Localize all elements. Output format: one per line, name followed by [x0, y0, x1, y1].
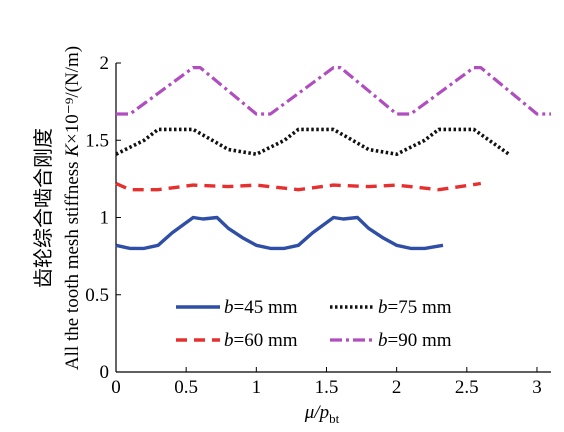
series-line-3	[115, 127, 510, 156]
y-axis-label: 齿轮综合啮合刚度	[31, 128, 55, 288]
series-line-2	[115, 181, 482, 192]
legend-label-1: b=45 mm	[224, 297, 298, 318]
legend-label-2: b=60 mm	[224, 330, 298, 351]
y-tick-label: 1	[100, 208, 110, 229]
x-tick-label: 1.5	[315, 377, 339, 398]
y-tick-label: 2	[100, 53, 110, 74]
x-axis-label: μ/pbt	[304, 402, 340, 426]
y-tick-label: 1.5	[85, 130, 109, 151]
x-tick-label: 1	[252, 377, 262, 398]
y-tick-label: 0.5	[85, 285, 109, 306]
x-tick-label: 3	[532, 377, 542, 398]
y-tick-label: 0	[100, 362, 110, 383]
legend-label-3: b=75 mm	[378, 297, 452, 318]
legend: b=45 mm b=60 mm b=75 mm b=90 mm	[176, 297, 452, 351]
series-lines	[115, 65, 551, 251]
x-tick-label: 2.5	[455, 377, 479, 398]
series-line-1	[115, 215, 444, 251]
x-tick-label: 0.5	[174, 377, 198, 398]
series-line-4	[116, 65, 551, 116]
tick-labels: 0 0.5 1 1.5 2 2.5 3 0 0.5 1 1.5 2	[85, 53, 541, 398]
x-tick-label: 2	[392, 377, 402, 398]
legend-label-4: b=90 mm	[378, 330, 452, 351]
y-axis-label-en: All the tooth mesh stiffness K×10⁻⁹/(N/m…	[62, 46, 83, 370]
x-tick-label: 0	[111, 377, 121, 398]
